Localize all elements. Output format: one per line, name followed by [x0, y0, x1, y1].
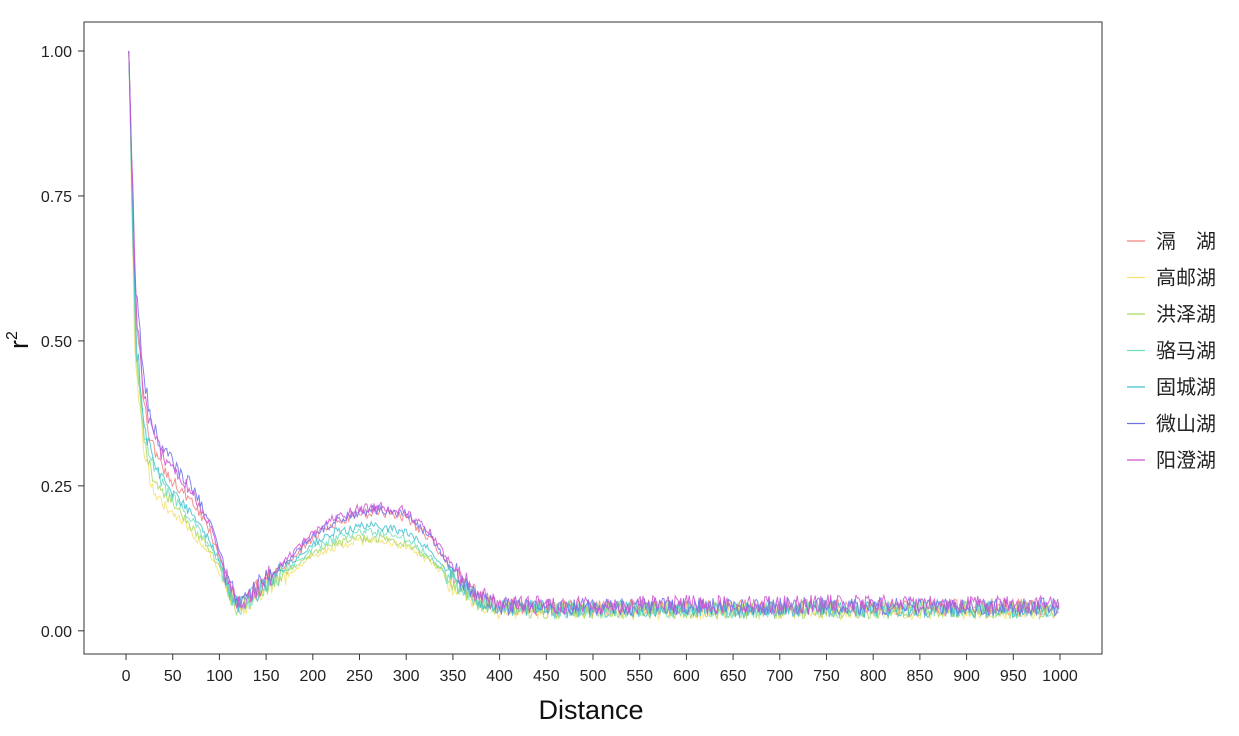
x-tick-label: 650 — [720, 668, 747, 685]
legend-entry: 骆马湖 — [1127, 339, 1216, 363]
series-line — [128, 50, 1060, 616]
legend-entry: 微山湖 — [1127, 412, 1216, 436]
x-tick-label: 450 — [533, 668, 560, 685]
series-layer — [128, 50, 1060, 622]
legend-label: 高邮湖 — [1156, 266, 1216, 290]
y-axis-title: r2 — [4, 331, 34, 349]
x-tick-label: 300 — [393, 668, 420, 685]
x-tick-label: 850 — [907, 668, 934, 685]
plot-panel — [83, 21, 1103, 655]
y-tick-label: 1.00 — [41, 44, 72, 61]
x-tick-label: 250 — [346, 668, 373, 685]
x-tick-label: 50 — [164, 668, 182, 685]
x-tick-label: 600 — [673, 668, 700, 685]
x-tick-label: 150 — [253, 668, 280, 685]
x-tick-label: 400 — [486, 668, 513, 685]
x-tick-label: 500 — [580, 668, 607, 685]
y-axis-title-base: r — [4, 340, 34, 349]
series-line — [128, 50, 1060, 620]
x-tick-label: 200 — [299, 668, 326, 685]
x-tick-label: 750 — [813, 668, 840, 685]
legend-label: 滆 湖 — [1156, 229, 1216, 253]
y-tick-label: 0.00 — [41, 624, 72, 641]
legend-label: 阳澄湖 — [1156, 448, 1216, 472]
y-axis: 0.00 0.25 0.50 0.75 1.00 — [41, 44, 84, 641]
x-tick-label: 800 — [860, 668, 887, 685]
x-tick-label: 0 — [122, 668, 131, 685]
series-line — [128, 50, 1060, 617]
legend-label: 固城湖 — [1156, 375, 1216, 399]
legend-label: 骆马湖 — [1156, 339, 1216, 363]
y-axis-title-superscript: 2 — [4, 331, 21, 340]
legend-label: 洪泽湖 — [1156, 302, 1216, 326]
x-axis-title: Distance — [538, 695, 643, 725]
x-tick-label: 700 — [766, 668, 793, 685]
y-tick-label: 0.75 — [41, 189, 72, 206]
x-tick-label: 550 — [626, 668, 653, 685]
x-tick-label: 950 — [1000, 668, 1027, 685]
legend-entry: 固城湖 — [1127, 375, 1216, 399]
legend-entry: 洪泽湖 — [1127, 302, 1216, 326]
legend-entry: 滆 湖 — [1127, 229, 1216, 253]
y-tick-label: 0.50 — [41, 334, 72, 351]
x-tick-label: 1000 — [1042, 668, 1078, 685]
legend-entry: 阳澄湖 — [1127, 448, 1216, 472]
y-tick-label: 0.25 — [41, 479, 72, 496]
legend-entry: 高邮湖 — [1127, 266, 1216, 290]
x-tick-label: 350 — [440, 668, 467, 685]
x-axis: 0 50 100 150 200 250 300 350 400 450 500 550 600 650 7… — [122, 654, 1078, 685]
legend-label: 微山湖 — [1156, 412, 1216, 436]
x-tick-label: 900 — [953, 668, 980, 685]
x-tick-label: 100 — [206, 668, 233, 685]
